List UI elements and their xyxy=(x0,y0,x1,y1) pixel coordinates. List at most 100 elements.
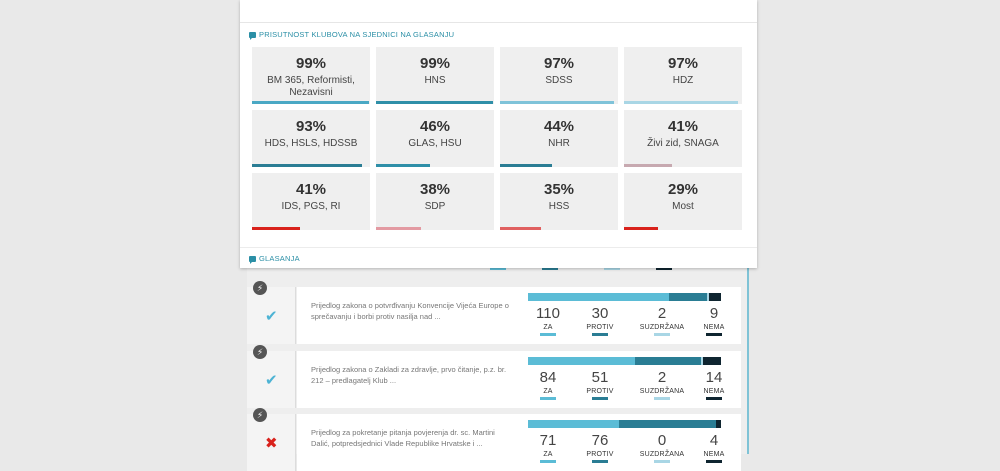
hidden-row-protiv-marker xyxy=(542,266,558,270)
votes-list: ⚡ ✔ Prijedlog zakona o potvrđivanju Konven… xyxy=(247,262,749,471)
vote-description[interactable]: Prijedlog za pokretanje pitanja povjeren… xyxy=(311,428,495,448)
club-name: Živi zid, SNAGA xyxy=(647,138,719,149)
vote-bar-nema-segment xyxy=(709,293,721,301)
club-attendance-percent: 41% xyxy=(667,118,699,135)
club-attendance-bar xyxy=(624,227,658,230)
vote-count-za: 84 ZA xyxy=(522,369,574,400)
lightning-icon: ⚡ xyxy=(253,281,267,295)
vote-row[interactable]: ⚡ ✖ Prijedlog za pokretanje pitanja povjer… xyxy=(247,408,741,471)
attendance-section-title: PRISUTNOST KLUBOVA NA SJEDNICI NA GLASAN… xyxy=(249,30,455,40)
vote-count-marker xyxy=(706,397,722,400)
vote-count-value: 51 xyxy=(591,369,609,386)
vote-count-nema: 9 NEMA xyxy=(688,305,740,336)
club-name: IDS, PGS, RI xyxy=(281,201,341,212)
club-attendance-percent: 38% xyxy=(419,181,451,198)
vote-distribution-bar xyxy=(528,293,721,301)
club-card[interactable]: 41% IDS, PGS, RI xyxy=(252,173,370,230)
vote-count-marker xyxy=(654,460,670,463)
vote-bar-protiv-segment xyxy=(618,420,716,428)
club-attendance-percent: 97% xyxy=(543,55,575,72)
vote-row-body: Prijedlog zakona o potvrđivanju Konvenci… xyxy=(297,287,741,344)
vote-status-cell: ⚡ ✔ xyxy=(247,281,296,344)
vote-count-za: 71 ZA xyxy=(522,432,574,463)
vote-bar-za-segment xyxy=(528,357,636,365)
club-attendance-percent: 44% xyxy=(543,118,575,135)
vote-count-label: PROTIV xyxy=(586,451,614,458)
vote-bar-suzdrzana-segment xyxy=(706,293,710,301)
hidden-row-nema-marker xyxy=(656,266,672,270)
club-card[interactable]: 44% NHR xyxy=(500,110,618,167)
vote-count-suzdrzana: 0 SUZDRŽANA xyxy=(636,432,688,463)
club-attendance-percent: 29% xyxy=(667,181,699,198)
club-name: HDZ xyxy=(672,75,694,86)
club-attendance-percent: 99% xyxy=(419,55,451,72)
vote-count-suzdrzana: 2 SUZDRŽANA xyxy=(636,305,688,336)
vote-counts: 110 ZA 30 PROTIV 2 SUZDRŽANA 9 NEMA xyxy=(522,305,732,341)
vote-description[interactable]: Prijedlog zakona o Zakladi za zdravlje, … xyxy=(311,365,507,385)
vote-description[interactable]: Prijedlog zakona o potvrđivanju Konvenci… xyxy=(311,301,509,321)
vote-distribution-bar xyxy=(528,357,721,365)
vote-count-marker xyxy=(540,460,556,463)
club-card[interactable]: 46% GLAS, HSU xyxy=(376,110,494,167)
vote-count-value: 0 xyxy=(657,432,667,449)
club-card[interactable]: 38% SDP xyxy=(376,173,494,230)
vote-count-protiv: 51 PROTIV xyxy=(574,369,626,400)
club-card[interactable]: 99% HNS xyxy=(376,47,494,104)
club-name: GLAS, HSU xyxy=(408,138,462,149)
speech-bubble-icon xyxy=(249,255,256,264)
club-attendance-grid: 99% BM 365, Reformisti, Nezavisni 99% HNS 97… xyxy=(252,47,742,230)
section-divider xyxy=(240,247,757,248)
club-card[interactable]: 99% BM 365, Reformisti, Nezavisni xyxy=(252,47,370,104)
club-card[interactable]: 29% Most xyxy=(624,173,742,230)
vote-counts: 84 ZA 51 PROTIV 2 SUZDRŽANA 14 NEMA xyxy=(522,369,732,405)
vote-count-value: 4 xyxy=(709,432,719,449)
vote-count-marker xyxy=(654,333,670,336)
club-attendance-percent: 99% xyxy=(295,55,327,72)
vote-bar-za-segment xyxy=(528,293,669,301)
vote-count-marker xyxy=(654,397,670,400)
vote-count-value: 110 xyxy=(536,305,560,322)
club-attendance-bar xyxy=(500,101,614,104)
vote-count-marker xyxy=(706,333,722,336)
vote-count-marker xyxy=(540,397,556,400)
vote-bar-nema-segment xyxy=(703,357,721,365)
club-attendance-percent: 97% xyxy=(667,55,699,72)
vote-count-marker xyxy=(592,333,608,336)
vote-status-cell: ⚡ ✔ xyxy=(247,345,296,408)
vote-count-value: 30 xyxy=(591,305,609,322)
club-name: NHR xyxy=(548,138,570,149)
vote-row[interactable]: ⚡ ✔ Prijedlog zakona o potvrđivanju Konven… xyxy=(247,281,741,344)
club-attendance-bar xyxy=(376,164,430,167)
vote-count-value: 14 xyxy=(705,369,723,386)
club-attendance-percent: 93% xyxy=(295,118,327,135)
vote-count-value: 2 xyxy=(657,369,667,386)
club-attendance-percent: 41% xyxy=(295,181,327,198)
vote-count-label: SUZDRŽANA xyxy=(639,451,685,458)
vote-count-protiv: 76 PROTIV xyxy=(574,432,626,463)
club-card[interactable]: 35% HSS xyxy=(500,173,618,230)
vote-status-cell: ⚡ ✖ xyxy=(247,408,296,471)
club-card[interactable]: 93% HDS, HSLS, HDSSB xyxy=(252,110,370,167)
vote-count-marker xyxy=(592,397,608,400)
club-attendance-bar xyxy=(624,101,738,104)
club-card[interactable]: 97% HDZ xyxy=(624,47,742,104)
club-attendance-bar xyxy=(252,164,362,167)
vote-count-value: 2 xyxy=(657,305,667,322)
vote-count-value: 76 xyxy=(591,432,609,449)
club-card[interactable]: 41% Živi zid, SNAGA xyxy=(624,110,742,167)
vote-count-za: 110 ZA xyxy=(522,305,574,336)
vote-count-protiv: 30 PROTIV xyxy=(574,305,626,336)
vote-count-label: SUZDRŽANA xyxy=(639,388,685,395)
club-card[interactable]: 97% SDSS xyxy=(500,47,618,104)
club-name: SDP xyxy=(424,201,446,212)
club-attendance-percent: 46% xyxy=(419,118,451,135)
club-name: BM 365, Reformisti, Nezavisni xyxy=(267,75,355,98)
vote-count-value: 9 xyxy=(709,305,719,322)
vote-bar-protiv-segment xyxy=(668,293,707,301)
attendance-title-text: PRISUTNOST KLUBOVA NA SJEDNICI NA GLASAN… xyxy=(259,30,455,39)
votes-title-text: GLASANJA xyxy=(259,254,300,263)
votes-section-title[interactable]: GLASANJA xyxy=(249,254,300,264)
vote-count-label: SUZDRŽANA xyxy=(639,324,685,331)
vote-count-label: PROTIV xyxy=(586,324,614,331)
vote-row[interactable]: ⚡ ✔ Prijedlog zakona o Zakladi za zdravlje… xyxy=(247,345,741,408)
